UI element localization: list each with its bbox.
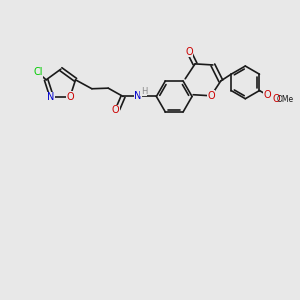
Text: Cl: Cl bbox=[33, 68, 43, 77]
Text: O: O bbox=[207, 91, 215, 101]
Text: O: O bbox=[185, 47, 193, 57]
Text: O: O bbox=[273, 94, 280, 104]
Text: O: O bbox=[66, 92, 74, 101]
Text: OMe: OMe bbox=[276, 95, 293, 104]
Text: O: O bbox=[264, 90, 272, 100]
Text: O: O bbox=[264, 90, 272, 100]
Text: H: H bbox=[141, 87, 147, 96]
Text: N: N bbox=[47, 92, 55, 102]
Text: N: N bbox=[134, 92, 142, 101]
Text: O: O bbox=[112, 105, 119, 116]
